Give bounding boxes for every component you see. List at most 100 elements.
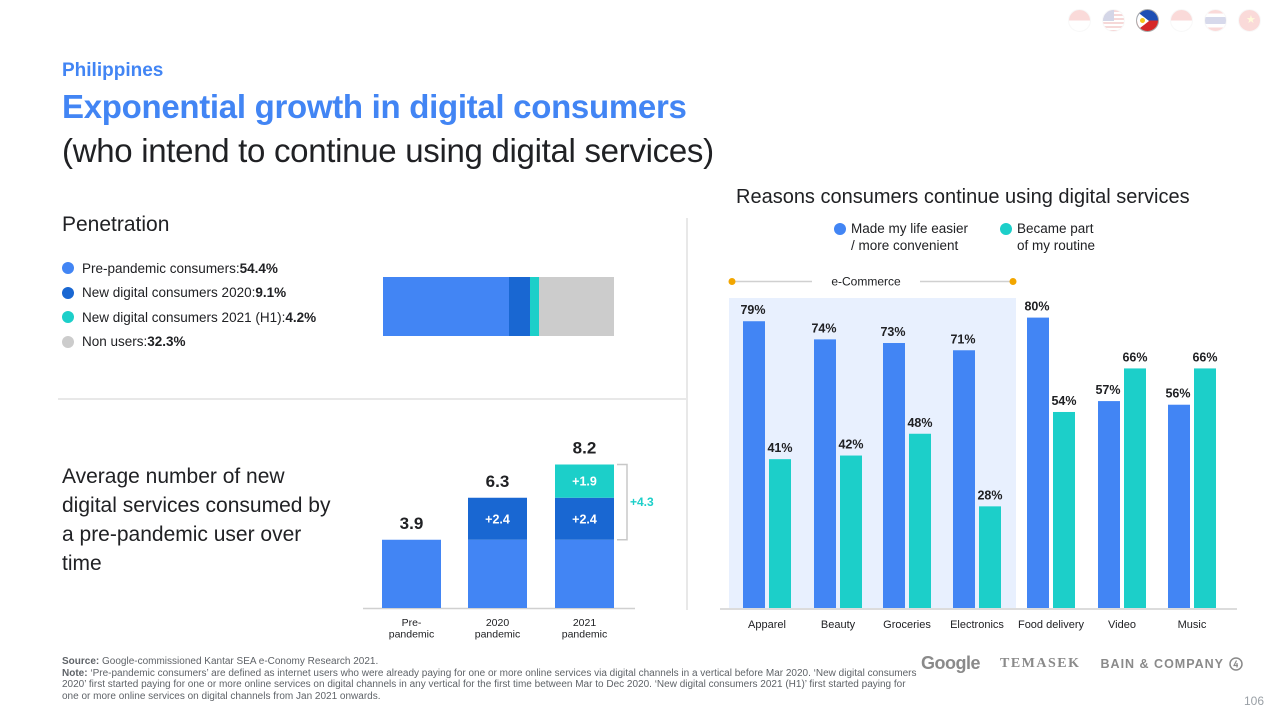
legend-dot-icon bbox=[62, 286, 74, 299]
data-label: 57% bbox=[1095, 383, 1120, 397]
data-label: 79% bbox=[740, 303, 765, 317]
page-title: Exponential growth in digital consumers bbox=[62, 88, 687, 125]
legend-dot-icon bbox=[834, 223, 846, 235]
data-label: 56% bbox=[1165, 387, 1190, 401]
non-users-segment bbox=[539, 277, 614, 336]
x-tick-label: Music bbox=[1178, 619, 1207, 631]
x-tick-label: pandemic bbox=[389, 629, 435, 641]
data-label: 71% bbox=[950, 332, 975, 346]
new-2021-segment bbox=[529, 277, 540, 336]
data-label: 74% bbox=[811, 321, 836, 335]
x-tick-label: Pre- bbox=[402, 617, 422, 629]
bar bbox=[909, 433, 931, 608]
bar bbox=[953, 350, 975, 608]
indonesia-flag-icon[interactable] bbox=[1068, 9, 1091, 32]
x-tick-label: pandemic bbox=[562, 629, 608, 641]
legend-value: 9.1% bbox=[255, 285, 287, 301]
reasons-chart-title: Reasons consumers continue using digital… bbox=[736, 186, 1190, 208]
data-label: 66% bbox=[1192, 350, 1217, 364]
legend-label: New digital consumers 2020: bbox=[82, 285, 256, 301]
average-services-title: Average number of new digital services c… bbox=[62, 465, 331, 575]
bar-segment bbox=[555, 464, 614, 498]
x-tick-label: Apparel bbox=[748, 619, 786, 631]
temasek-logo: TEMASEK bbox=[1000, 655, 1081, 671]
legend-label: Made my life easier / more convenient bbox=[851, 221, 968, 254]
legend-item-non-users: Non users: 32.3% bbox=[62, 330, 316, 355]
data-label: 54% bbox=[1051, 394, 1076, 408]
legend-item-convenient: Made my life easier / more convenient bbox=[834, 221, 984, 255]
data-label: 28% bbox=[977, 488, 1002, 502]
penetration-title: Penetration bbox=[62, 213, 170, 236]
x-tick-label: Beauty bbox=[821, 619, 856, 631]
bar-segment bbox=[468, 539, 527, 608]
vietnam-flag-icon[interactable]: ★ bbox=[1238, 9, 1261, 32]
bar bbox=[1027, 317, 1049, 608]
note-text: ‘Pre-pandemic consumers’ are defined as … bbox=[62, 667, 917, 702]
thailand-flag-icon[interactable] bbox=[1204, 9, 1227, 32]
legend-label-line2: of my routine bbox=[1017, 237, 1096, 253]
legend-dot-icon bbox=[62, 311, 74, 324]
increase-annotation: +4.3 bbox=[630, 495, 654, 509]
total-label: 8.2 bbox=[573, 439, 597, 458]
bar bbox=[883, 343, 905, 608]
philippines-flag-icon[interactable] bbox=[1136, 9, 1159, 32]
legend-label-line1: Became part bbox=[1017, 221, 1094, 236]
new-2020-segment bbox=[508, 277, 530, 336]
total-label: 6.3 bbox=[486, 472, 510, 491]
bain-logo-text: BAIN & COMPANY bbox=[1100, 656, 1225, 671]
segment-label: +1.9 bbox=[572, 475, 597, 489]
bar bbox=[814, 339, 836, 608]
legend-item-new-2021: New digital consumers 2021 (H1): 4.2% bbox=[62, 305, 316, 330]
group-label: e-Commerce bbox=[831, 275, 901, 289]
source-text: Google-commissioned Kantar SEA e-Conomy … bbox=[99, 656, 379, 667]
bar bbox=[1053, 411, 1075, 608]
legend-dot-icon bbox=[62, 262, 74, 275]
legend-value: 54.4% bbox=[239, 260, 278, 276]
bar-segment bbox=[555, 497, 614, 540]
data-label: 73% bbox=[880, 325, 905, 339]
bar bbox=[1124, 368, 1146, 608]
bar bbox=[979, 506, 1001, 608]
bar-segment bbox=[468, 497, 527, 540]
legend-dot-icon bbox=[62, 335, 74, 348]
section-divider bbox=[58, 398, 687, 400]
legend-item-pre-pandemic: Pre-pandemic consumers: 54.4% bbox=[62, 256, 316, 281]
total-label: 3.9 bbox=[400, 514, 424, 533]
page-number: 106 bbox=[1244, 694, 1265, 708]
segment-label: +2.4 bbox=[485, 512, 510, 526]
legend-label-line2: / more convenient bbox=[851, 237, 959, 253]
x-tick-label: 2021 bbox=[573, 617, 597, 629]
legend-label-line1: Made my life easier bbox=[851, 221, 969, 236]
bar-segment bbox=[555, 539, 614, 608]
country-label: Philippines bbox=[62, 60, 164, 81]
legend-label: Non users: bbox=[82, 334, 148, 350]
note-line: Note: ‘Pre-pandemic consumers’ are defin… bbox=[62, 668, 917, 703]
x-tick-label: Video bbox=[1108, 619, 1136, 631]
group-endpoint-dot bbox=[728, 278, 736, 285]
data-label: 48% bbox=[907, 416, 932, 430]
penetration-stacked-bar bbox=[383, 277, 614, 336]
page-subtitle: (who intend to continue using digital se… bbox=[62, 132, 714, 169]
legend-value: 32.3% bbox=[147, 334, 186, 350]
data-label: 42% bbox=[838, 438, 863, 452]
legend-item-new-2020: New digital consumers 2020: 9.1% bbox=[62, 281, 316, 306]
bar bbox=[1098, 401, 1120, 608]
data-label: 41% bbox=[767, 441, 792, 455]
legend-label: Became part of my routine bbox=[1017, 221, 1095, 254]
source-line: Source: Google-commissioned Kantar SEA e… bbox=[62, 656, 932, 668]
footnote: Source: Google-commissioned Kantar SEA e… bbox=[62, 656, 932, 702]
x-tick-label: Groceries bbox=[883, 619, 931, 631]
x-tick-label: 2020 bbox=[486, 617, 510, 629]
bar bbox=[769, 459, 791, 608]
bain-circle-icon bbox=[1229, 656, 1243, 671]
singapore-flag-icon[interactable] bbox=[1170, 9, 1193, 32]
bar bbox=[1194, 368, 1216, 608]
bar bbox=[1168, 404, 1190, 608]
malaysia-flag-icon[interactable] bbox=[1102, 9, 1125, 32]
bar-segment bbox=[382, 539, 441, 608]
data-label: 80% bbox=[1024, 300, 1049, 314]
bracket bbox=[617, 463, 628, 541]
legend-value: 4.2% bbox=[285, 309, 317, 325]
segment-label: +2.4 bbox=[572, 512, 597, 526]
average-services-chart: 3.9 Pre-pandemic +2.4 6.3 2020 pandemic +2.4 +1… bbox=[363, 439, 654, 641]
